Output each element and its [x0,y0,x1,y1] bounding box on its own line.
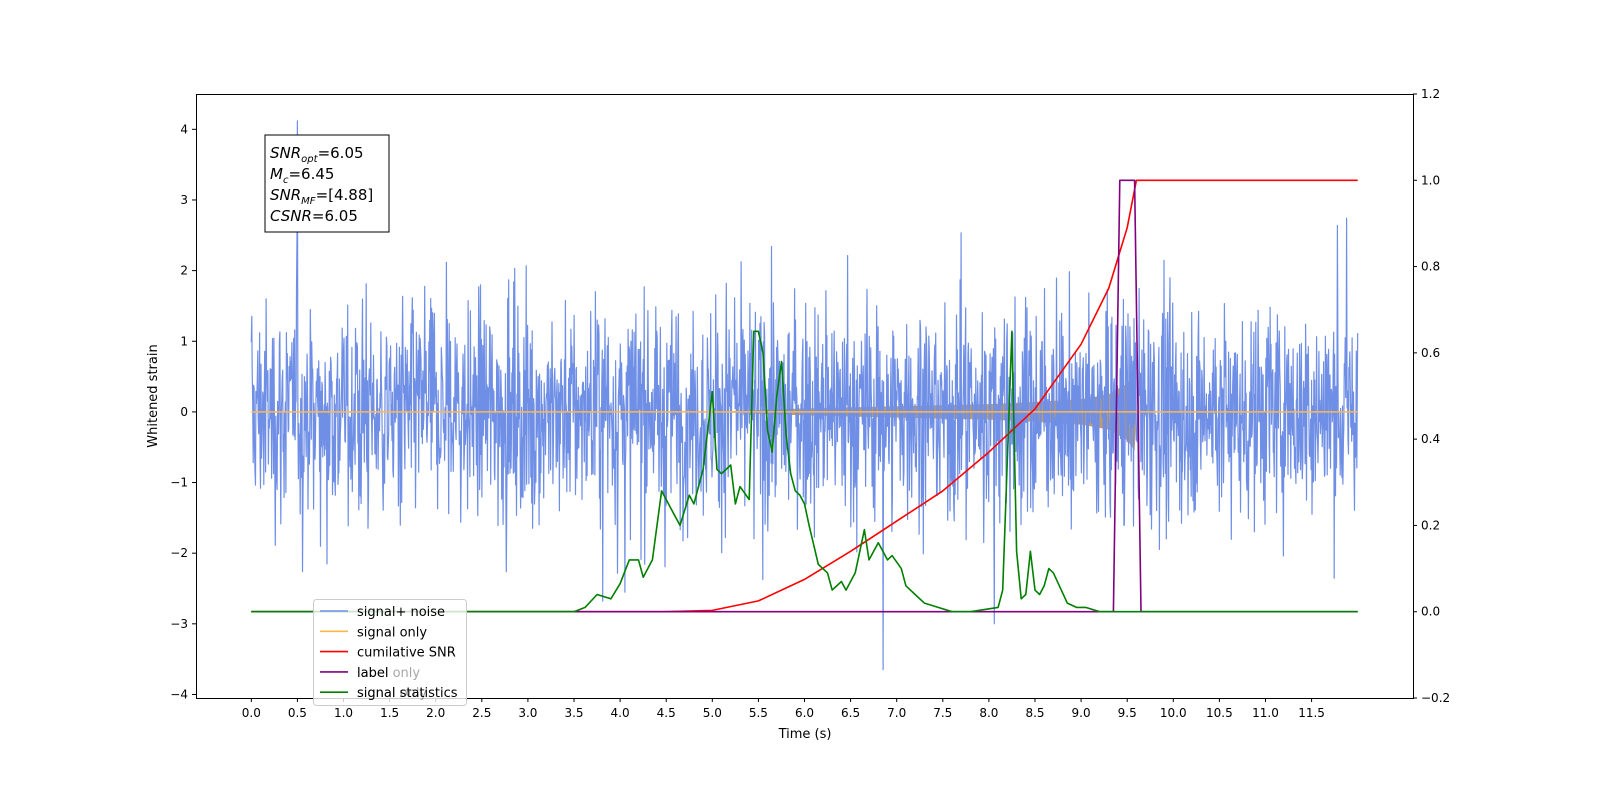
x-tick-label: 6.5 [841,706,860,720]
x-axis-ticks: 0.0 0.5 1.0 1.5 2.0 2.5 3.0 3.5 4.0 4.5 5.0 5.5 6.0 6… [242,698,1325,720]
legend-hidden-entries: label only signal only [357,666,427,701]
y-left-tick-label: −3 [170,617,188,631]
x-tick-label: 8.5 [1025,706,1044,720]
y-left-tick-label: −4 [170,687,188,701]
x-tick-label: 9.5 [1118,706,1137,720]
y-left-tick-label: −2 [170,546,188,560]
y-axis-right-ticks: 1.2 1.0 0.8 0.6 0.4 0.2 0.0 −0.2 [1413,87,1450,705]
x-tick-label: 5.5 [749,706,768,720]
x-tick-label: 2.5 [472,706,491,720]
x-tick-label: 6.0 [795,706,814,720]
x-tick-label: 3.0 [518,706,537,720]
series-signal-statistics [251,330,1358,613]
x-tick-label: 1.5 [380,706,399,720]
right-axis-series-layer [251,179,1358,613]
legend-hidden-label: label only [357,666,420,681]
signal-plus-noise-layer [250,120,1359,671]
y-right-tick-label: 0.0 [1421,605,1440,619]
x-tick-label: 10.5 [1206,706,1233,720]
y-axis-label: Whitened strain [146,344,161,447]
x-tick-label: 5.0 [703,706,722,720]
y-left-tick-label: −1 [170,476,188,490]
x-tick-label: 8.0 [979,706,998,720]
legend-label: signal only [357,625,427,640]
x-tick-label: 3.5 [564,706,583,720]
y-right-tick-label: 0.8 [1421,260,1440,274]
y-right-tick-label: 1.0 [1421,173,1440,187]
y-right-tick-label: −0.2 [1421,691,1450,705]
x-tick-label: 4.0 [611,706,630,720]
y-left-tick-label: 2 [180,264,188,278]
legend-hidden-label: signal only [357,686,427,701]
y-right-tick-label: 0.6 [1421,346,1440,360]
y-left-tick-label: 4 [180,122,188,136]
x-tick-label: 4.5 [657,706,676,720]
y-right-tick-label: 1.2 [1421,87,1440,101]
series-signal-plus-noise [250,120,1359,671]
annotation-line: SNRopt=6.05 [270,144,364,165]
annotation-line: SNRMF=[4.88] [270,186,373,207]
x-tick-label: 11.5 [1298,706,1325,720]
legend-label: signal+ noise [357,605,445,620]
x-tick-label: 10.0 [1160,706,1187,720]
x-axis-label: Time (s) [778,727,832,742]
y-right-tick-label: 0.4 [1421,432,1440,446]
x-tick-label: 0.0 [242,706,261,720]
x-tick-label: 9.0 [1072,706,1091,720]
y-right-tick-label: 0.2 [1421,518,1440,532]
legend-label: signal statistics [357,686,458,701]
y-left-tick-label: 0 [180,405,188,419]
legend-label: cumilative SNR [357,646,456,661]
legend-entries: signal+ noise signal only cumilative SNR la… [320,605,458,701]
annotation-line: Mc=6.45 [270,165,334,186]
x-tick-label: 1.0 [334,706,353,720]
legend-frame [313,599,467,706]
y-axis-left-ticks: 4 3 2 1 0 −1 −2 −3 −4 [170,122,196,701]
y-left-tick-label: 1 [180,334,188,348]
x-tick-label: 2.0 [426,706,445,720]
y-left-tick-label: 3 [180,193,188,207]
annotation-frame [264,134,390,233]
annotation-line: CSNR=6.05 [270,207,358,225]
x-tick-label: 0.5 [288,706,307,720]
x-tick-label: 11.0 [1252,706,1279,720]
legend-label: label [357,666,388,681]
x-tick-label: 7.0 [887,706,906,720]
x-tick-label: 7.5 [933,706,952,720]
